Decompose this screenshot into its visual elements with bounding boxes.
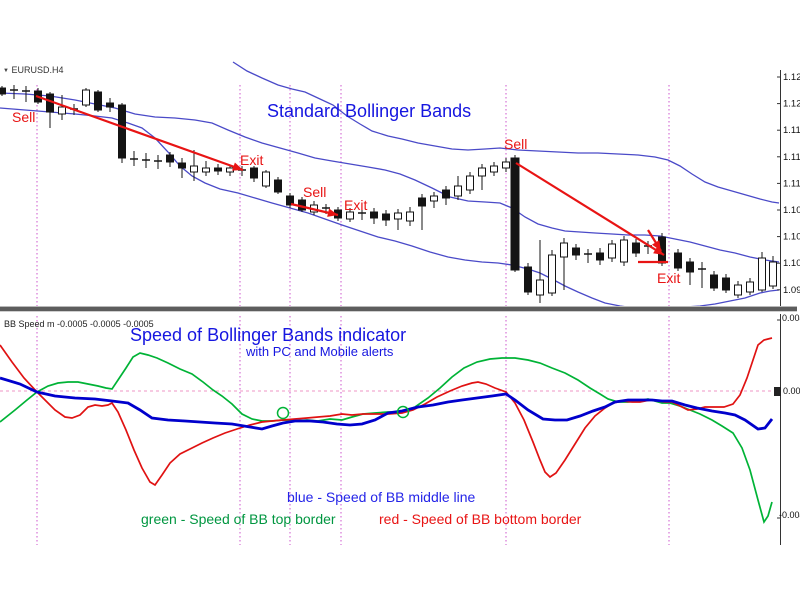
trade-arrowhead — [652, 240, 661, 251]
signal-circle-marker — [276, 406, 290, 420]
trade-arrowhead — [232, 162, 243, 171]
bullish-candle — [746, 281, 754, 293]
bearish-candle — [442, 189, 450, 199]
bearish-candle — [418, 197, 426, 207]
bearish-candle — [0, 87, 6, 95]
bullish-candle — [478, 167, 486, 177]
legend-green-line: green - Speed of BB top border — [141, 511, 336, 527]
price-label: 1.11 — [783, 125, 800, 136]
symbol-label[interactable]: ▼ EURUSD.H4 — [3, 65, 63, 75]
bullish-candle — [758, 257, 766, 291]
indicator-axis-zero-label: 0.00 — [783, 386, 800, 396]
indicator-axis-bottom-label: -0.004 — [779, 510, 800, 520]
bullish-candle — [490, 165, 498, 173]
indicator-axis-top-label: 0.004 — [782, 313, 800, 323]
bullish-candle — [466, 175, 474, 191]
price-label: 1.12 — [783, 99, 800, 110]
trade-arrowhead — [653, 246, 664, 255]
trade-arrowhead — [327, 208, 338, 217]
bullish-candle — [190, 165, 198, 173]
legend-blue-line: blue - Speed of BB middle line — [287, 489, 476, 505]
bullish-candle — [82, 89, 90, 106]
bearish-candle — [94, 91, 102, 111]
bearish-candle — [710, 274, 718, 289]
bullish-candle — [536, 279, 544, 296]
symbol-label-text: EURUSD.H4 — [11, 65, 64, 75]
legend-red-line: red - Speed of BB bottom border — [379, 511, 582, 527]
bearish-candle — [674, 252, 682, 269]
zero-value-marker — [774, 387, 781, 396]
trade-label-exit: Exit — [657, 270, 680, 286]
price-label: 1.11 — [783, 152, 800, 163]
bullish-candle — [406, 211, 414, 222]
panel-separator-shadow — [0, 311, 797, 312]
bearish-candle — [686, 261, 694, 273]
bullish-candle — [430, 195, 438, 202]
bearish-candle — [178, 162, 186, 169]
bullish-candle — [769, 261, 777, 287]
indicator-name-label: BB Speed m -0.0005 -0.0005 -0.0005 — [4, 319, 154, 329]
bullish-candle — [734, 284, 742, 296]
trade-line — [515, 162, 665, 256]
indicator-subtitle: with PC and Mobile alerts — [246, 344, 394, 359]
speed-middle-line — [0, 376, 774, 431]
trade-label-sell: Sell — [303, 184, 326, 200]
bearish-candle — [524, 266, 532, 293]
bullish-candle — [548, 254, 556, 294]
indicator-title: Speed of Bollinger Bands indicator — [130, 325, 407, 345]
bearish-candle — [274, 179, 282, 193]
bearish-candle — [214, 167, 222, 172]
bearish-candle — [722, 277, 730, 291]
bullish-candle — [346, 211, 354, 220]
bullish-candle — [454, 185, 462, 197]
bearish-candle — [118, 104, 126, 159]
price-label: 1.10 — [783, 258, 800, 269]
trade-label-exit: Exit — [240, 152, 263, 168]
panel-separator-highlight — [0, 306, 797, 307]
bearish-candle — [370, 211, 378, 219]
bearish-candle — [250, 167, 258, 179]
bullish-candle — [608, 243, 616, 259]
symbol-dropdown-icon[interactable]: ▼ — [3, 68, 9, 74]
bearish-candle — [596, 252, 604, 261]
bullish-candle — [620, 239, 628, 263]
price-label: 1.12 — [783, 72, 800, 83]
bullish-candle — [394, 212, 402, 220]
trade-label-sell: Sell — [504, 136, 527, 152]
bearish-candle — [510, 157, 520, 271]
signal-circle-marker — [396, 405, 410, 419]
price-label: 1.10 — [783, 232, 800, 243]
speed-top-border-line — [0, 352, 773, 525]
trade-line — [35, 94, 244, 172]
price-label: 1.10 — [783, 205, 800, 216]
bearish-candle — [632, 242, 640, 254]
price-label: 1.11 — [783, 178, 800, 189]
bullish-candle — [262, 171, 270, 187]
bullish-candle — [202, 167, 210, 173]
bearish-candle — [166, 154, 174, 163]
bearish-candle — [382, 213, 390, 221]
bearish-candle — [572, 247, 580, 256]
panel-separator[interactable] — [0, 307, 797, 311]
trade-label-exit: Exit — [344, 197, 367, 213]
bearish-candle — [286, 195, 294, 206]
bullish-candle — [58, 106, 66, 115]
bollinger-upper-band — [232, 61, 780, 204]
price-label: 1.09 — [783, 285, 800, 296]
main-chart-title: Standard Bollinger Bands — [267, 101, 472, 121]
bearish-candle — [106, 102, 114, 108]
trade-label-sell: Sell — [12, 109, 35, 125]
bullish-candle — [560, 242, 568, 258]
bullish-candle — [502, 161, 510, 169]
